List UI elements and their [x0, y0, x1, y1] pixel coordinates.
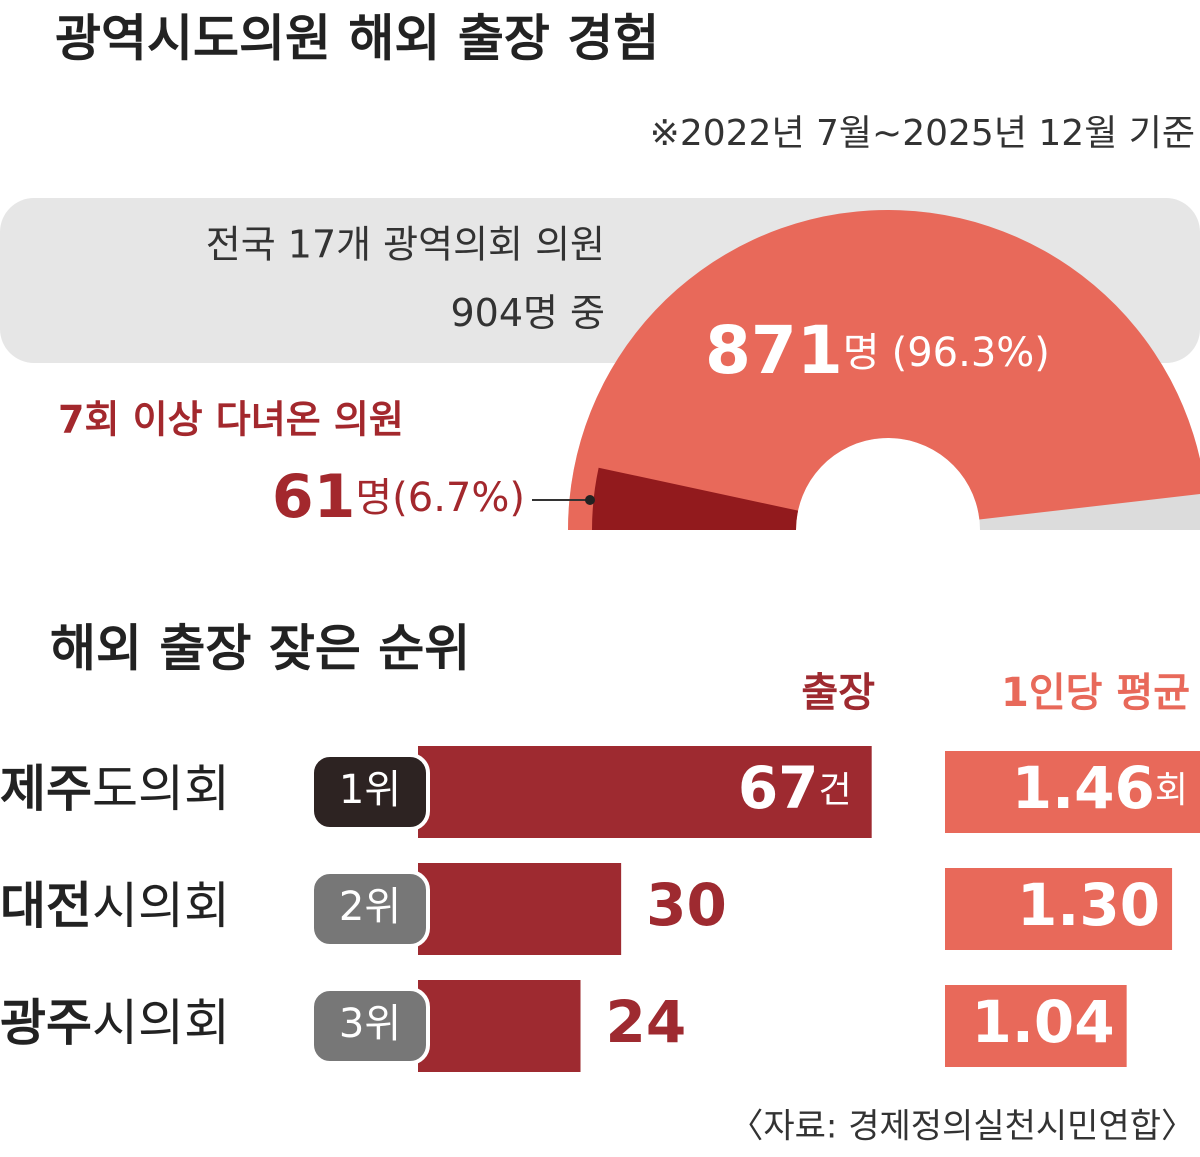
value-label: 30: [646, 871, 727, 939]
value-label: 1.46회: [1012, 754, 1188, 822]
unit: 건: [819, 770, 852, 811]
bar: [945, 985, 1127, 1067]
chart-title: 광역시도의원 해외 출장 경험: [55, 10, 659, 68]
unit: 회: [1155, 770, 1188, 811]
arc: [592, 467, 799, 530]
category-rest: 도의회: [92, 760, 230, 818]
bar: [418, 980, 581, 1072]
category-label: 대전시의회: [0, 877, 230, 935]
rank-label: 1위: [339, 767, 401, 813]
value-label: 1.04: [972, 988, 1115, 1056]
category-bold: 광주: [0, 994, 92, 1052]
value: 871: [705, 312, 843, 389]
value-label: 61명(6.7%): [272, 462, 525, 532]
total-label: 전국 17개 광역의회 의원: [206, 223, 605, 267]
bar: [418, 863, 622, 955]
category-rest: 시의회: [92, 877, 230, 935]
total-text: 904명 중: [450, 291, 605, 335]
rank-badge: [310, 753, 430, 831]
value: 1.04: [972, 988, 1115, 1056]
category-label: 제주도의회: [0, 760, 230, 818]
rank-label: 3위: [339, 1001, 401, 1047]
unit: 명: [843, 330, 880, 376]
value-label: 1.30: [1017, 871, 1160, 939]
percent: (6.7%): [392, 475, 525, 521]
rank-label: 2위: [339, 884, 401, 930]
subtitle: ※2022년 7월~2025년 12월 기준: [650, 113, 1195, 154]
value-label: 24: [606, 988, 687, 1056]
value: 1.46: [1012, 754, 1155, 822]
annotation: 7회 이상 다녀온 의원: [58, 398, 404, 442]
category-bold: 대전: [0, 877, 92, 935]
total-suffix: 명 중: [523, 291, 605, 335]
column-header: 1인당 평균: [1001, 670, 1190, 716]
arc: [568, 210, 1200, 530]
source: 〈자료: 경제정의실천시민연합〉: [729, 1107, 1195, 1147]
unit: 명: [355, 475, 392, 521]
category-bold: 제주: [0, 760, 92, 818]
chart-title: 해외 출장 잦은 순위: [50, 620, 470, 678]
value: 30: [646, 871, 727, 939]
rank-badge: [310, 987, 430, 1065]
bar: [945, 751, 1200, 833]
value: 1.30: [1017, 871, 1160, 939]
total: 904: [450, 291, 523, 335]
bar: [945, 868, 1173, 950]
value: 67: [738, 754, 819, 822]
rank-badge: [310, 870, 430, 948]
value-label: 67건: [738, 754, 852, 822]
column-header: 출장: [801, 670, 875, 716]
category-label: 광주시의회: [0, 994, 230, 1052]
value-label: 871명 (96.3%): [705, 312, 1050, 389]
percent: (96.3%): [892, 330, 1050, 376]
leader-dot: [585, 495, 595, 505]
category-rest: 시의회: [92, 994, 230, 1052]
value: 61: [272, 462, 356, 532]
bar: [418, 746, 872, 838]
value: 24: [606, 988, 687, 1056]
